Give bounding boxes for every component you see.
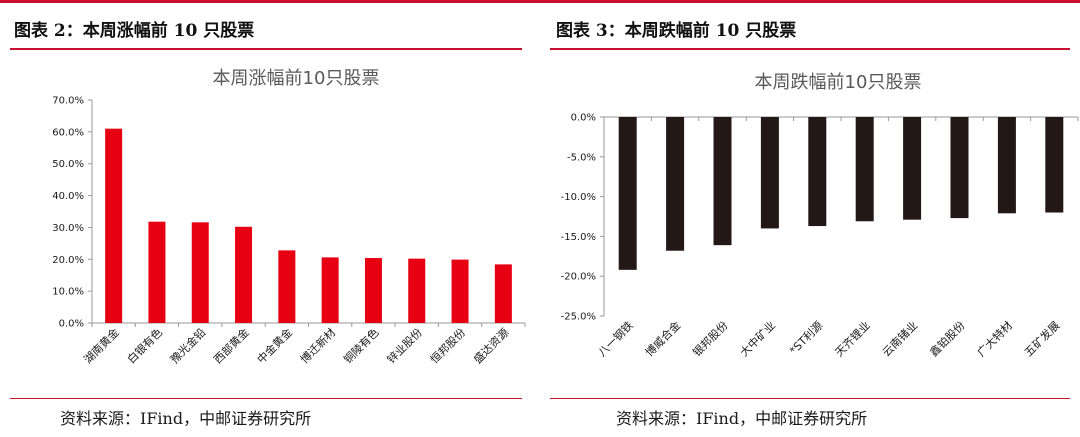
figure-2-title-rule — [10, 48, 522, 50]
y-tick-label: 50.0% — [52, 159, 84, 170]
category-label: 大中矿业 — [737, 318, 778, 359]
figure-3-source: 资料来源：IFind，中邮证券研究所 — [616, 409, 868, 428]
category-label: 云南锗业 — [879, 318, 920, 359]
category-label: 银邦股份 — [690, 318, 731, 359]
top-losers-bar-chart: 本周跌幅前10只股票 0.0% -5.0% -10.0% -15.0% -20.0% -25… — [561, 72, 1079, 359]
bar-loss-7 — [903, 117, 922, 220]
category-label: 广大特材 — [974, 318, 1015, 359]
category-label: 锌业股份 — [384, 325, 425, 366]
category-label: 博迁新材 — [297, 325, 338, 366]
category-label: 白银有色 — [124, 325, 165, 366]
figure-2-source: 资料来源：IFind，中邮证券研究所 — [60, 409, 312, 428]
bar-gain-1 — [105, 128, 123, 323]
bar-loss-9 — [997, 117, 1016, 214]
bar-gain-8 — [408, 258, 426, 323]
chart-title: 本周涨幅前10只股票 — [213, 68, 380, 89]
y-tick-label: 0.0% — [59, 319, 84, 330]
bar-gain-3 — [191, 222, 209, 323]
category-label: 豫光金铅 — [167, 325, 208, 366]
category-label: 铜陵有色 — [341, 325, 382, 366]
category-label: *ST利源 — [786, 318, 825, 357]
category-label: 盛达资源 — [470, 325, 511, 366]
y-tick-label: 20.0% — [52, 255, 84, 266]
y-tick-label: 0.0% — [571, 113, 596, 124]
category-label: 八一钢铁 — [596, 319, 636, 359]
bar-gain-2 — [148, 221, 166, 323]
bar-gain-4 — [235, 226, 253, 323]
y-tick-label: 70.0% — [52, 96, 84, 107]
category-label: 西部黄金 — [211, 325, 252, 366]
y-tick-label: 60.0% — [52, 127, 84, 138]
y-tick-label: 40.0% — [52, 191, 84, 202]
y-tick-label: -15.0% — [561, 232, 596, 243]
y-tick-label: 10.0% — [52, 287, 84, 298]
bar-loss-8 — [950, 117, 969, 219]
y-tick-label: -5.0% — [567, 152, 596, 163]
category-label: 天齐锂业 — [832, 318, 873, 359]
right-figure-panel: 图表 3：本周跌幅前 10 只股票 本周跌幅前10只股票 0.0% -5.0% -10… — [540, 0, 1080, 437]
bar-loss-5 — [808, 117, 827, 227]
bar-loss-4 — [760, 117, 779, 229]
bar-loss-1 — [618, 117, 637, 270]
figure-2-bottom-rule — [10, 398, 522, 399]
category-label: 湖南黄金 — [81, 325, 122, 366]
category-label: 恒邦股份 — [428, 326, 468, 366]
category-label: 中金黄金 — [254, 325, 295, 366]
bar-loss-2 — [666, 117, 685, 251]
y-tick-label: 30.0% — [52, 223, 84, 234]
left-figure-panel: 图表 2：本周涨幅前 10 只股票 本周涨幅前10只股票 0.0% 10.0% 20.… — [10, 21, 526, 428]
figure-3-title: 图表 3：本周跌幅前 10 只股票 — [556, 21, 797, 41]
category-label: 五矿发展 — [1021, 318, 1062, 359]
top-accent-rule — [0, 0, 1080, 3]
bar-gain-6 — [321, 257, 339, 323]
bar-loss-3 — [713, 117, 732, 246]
figure-3-title-rule — [550, 48, 1070, 50]
category-label: 博威合金 — [642, 318, 683, 359]
y-tick-label: -25.0% — [561, 312, 596, 323]
category-label: 鑫铂股份 — [927, 318, 968, 359]
chart-title: 本周跌幅前10只股票 — [755, 72, 922, 93]
bar-loss-10 — [1045, 117, 1064, 213]
bar-gain-7 — [364, 258, 382, 323]
y-tick-label: -20.0% — [561, 272, 596, 283]
top-gainers-bar-chart: 本周涨幅前10只股票 0.0% 10.0% 20.0% 30.0% 40.0% 50.0% 6… — [52, 68, 526, 366]
figure-3-bottom-rule — [550, 398, 1070, 399]
bar-gain-10 — [494, 264, 512, 323]
figure-2-title: 图表 2：本周涨幅前 10 只股票 — [14, 21, 255, 41]
bar-loss-6 — [855, 117, 874, 222]
y-tick-label: -10.0% — [561, 192, 596, 203]
bar-gain-5 — [278, 250, 296, 323]
bar-gain-9 — [451, 259, 469, 323]
